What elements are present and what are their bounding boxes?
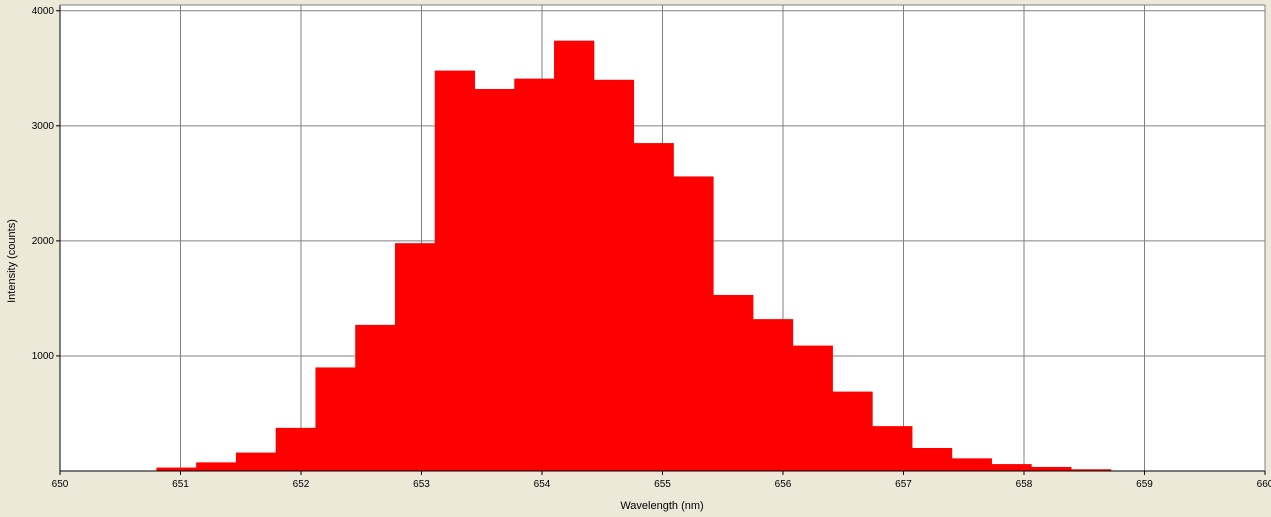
histogram-bar <box>355 324 396 471</box>
x-tick-label: 659 <box>1136 479 1153 490</box>
histogram-bar <box>951 458 992 471</box>
histogram-bar <box>872 426 913 471</box>
tick-labels: 650 651 652 653 654 655 656 657 658 659 660 1000 200… <box>32 6 1271 490</box>
x-tick-label: 660 <box>1257 479 1271 490</box>
histogram-bar <box>633 143 674 471</box>
histogram-bar <box>1070 469 1112 471</box>
histogram-bar <box>1031 466 1072 471</box>
histogram-bar <box>196 462 237 471</box>
x-tick-label: 654 <box>534 479 551 490</box>
histogram-bar <box>713 294 754 471</box>
histogram-bar <box>394 243 436 471</box>
histogram-bar <box>792 345 833 471</box>
y-axis-label: Intensity (counts) <box>6 219 18 303</box>
x-axis-label: Wavelength (nm) <box>620 500 703 512</box>
histogram-bar <box>474 88 515 472</box>
histogram-bar <box>832 391 873 471</box>
x-tick-label: 651 <box>172 479 189 490</box>
histogram-bar <box>235 452 277 471</box>
y-tick-label: 2000 <box>32 236 55 247</box>
y-tick-label: 1000 <box>32 351 55 362</box>
bars <box>156 40 1112 472</box>
histogram-bar <box>673 176 714 472</box>
x-tick-label: 656 <box>775 479 792 490</box>
histogram-bar <box>554 40 595 472</box>
histogram-bar <box>752 319 794 471</box>
x-tick-label: 657 <box>895 479 912 490</box>
histogram-bar <box>434 70 476 472</box>
histogram-bar <box>911 447 953 471</box>
histogram-bar <box>275 427 316 471</box>
histogram-bar <box>514 78 555 472</box>
histogram-bar <box>156 467 197 471</box>
x-tick-label: 653 <box>413 479 430 490</box>
axes <box>56 4 1266 475</box>
x-tick-label: 658 <box>1016 479 1033 490</box>
histogram-bar <box>315 367 356 471</box>
x-tick-label: 652 <box>293 479 310 490</box>
y-tick-label: 3000 <box>32 121 55 132</box>
x-tick-label: 655 <box>654 479 671 490</box>
y-tick-label: 4000 <box>32 6 55 17</box>
histogram-bar <box>991 464 1032 471</box>
histogram-bar <box>593 79 635 471</box>
x-tick-label: 650 <box>52 479 69 490</box>
